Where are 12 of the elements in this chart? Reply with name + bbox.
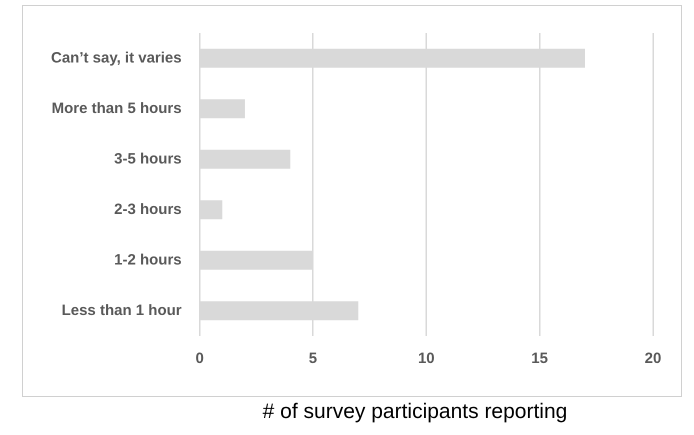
y-tick-label: 2-3 hours	[114, 200, 182, 218]
y-tick-label: More than 5 hours	[52, 100, 182, 117]
y-tick-label: Less than 1 hour	[62, 302, 182, 319]
x-tick-label: 5	[308, 350, 318, 368]
y-tick-label: Can’t say, it varies	[50, 49, 182, 66]
x-tick-label: 20	[644, 350, 662, 368]
x-tick-label: 0	[195, 350, 204, 368]
y-tick-label: 3-5 hours	[114, 150, 182, 168]
x-tick-label: 15	[531, 350, 548, 368]
x-axis-title: # of survey participants reporting	[262, 400, 568, 424]
y-tick-label: 1-2 hours	[114, 251, 182, 268]
x-tick-label: 10	[418, 350, 435, 368]
